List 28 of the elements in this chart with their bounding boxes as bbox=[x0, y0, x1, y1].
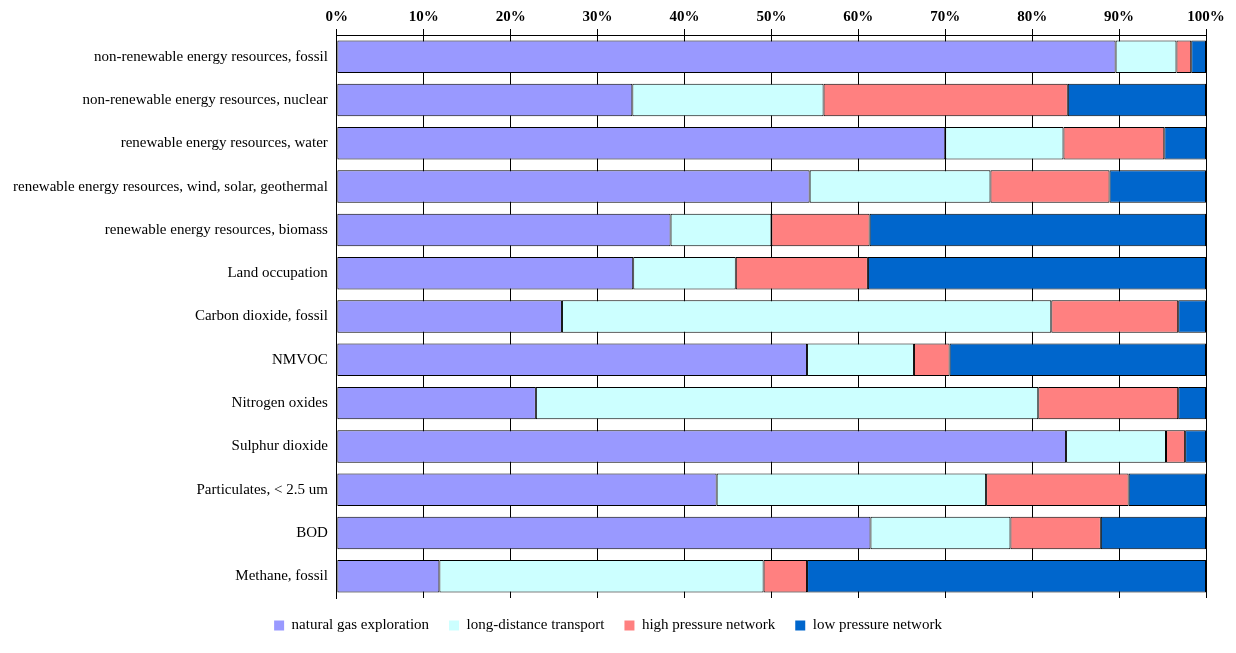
x-tick-label: 70% bbox=[930, 7, 961, 24]
y-tick-label: Particulates, < 2.5 um bbox=[196, 480, 329, 497]
y-tick-label: renewable energy resources, wind, solar, geothermal bbox=[12, 177, 328, 194]
legend-label: high pressure network bbox=[641, 616, 776, 633]
legend-label: low pressure network bbox=[812, 616, 943, 633]
x-tick-label: 40% bbox=[669, 7, 700, 24]
legend-label: long-distance transport bbox=[466, 616, 606, 633]
y-tick-label: renewable energy resources, water bbox=[120, 134, 328, 151]
x-tick-label: 90% bbox=[1104, 7, 1135, 24]
x-tick-label: 30% bbox=[582, 7, 613, 24]
y-tick-label: Nitrogen oxides bbox=[231, 394, 328, 411]
x-tick-label: 60% bbox=[843, 7, 874, 24]
y-tick-label: Land occupation bbox=[227, 264, 329, 281]
y-tick-label: renewable energy resources, biomass bbox=[104, 220, 328, 237]
y-tick-label: Sulphur dioxide bbox=[231, 437, 329, 454]
y-tick-label: non-renewable energy resources, fossil bbox=[94, 47, 328, 64]
y-tick-label: NMVOC bbox=[271, 350, 328, 367]
y-tick-label: Carbon dioxide, fossil bbox=[194, 307, 328, 324]
y-tick-label: non-renewable energy resources, nuclear bbox=[82, 90, 328, 107]
x-tick-label: 50% bbox=[756, 7, 787, 24]
y-tick-label: Methane, fossil bbox=[235, 567, 328, 584]
x-tick-label: 100% bbox=[1187, 7, 1225, 24]
x-tick-label: 80% bbox=[1017, 7, 1048, 24]
x-tick-label: 20% bbox=[495, 7, 526, 24]
legend-label: natural gas exploration bbox=[291, 616, 430, 633]
x-tick-label: 10% bbox=[408, 7, 439, 24]
x-tick-label: 0% bbox=[325, 7, 349, 24]
y-tick-label: BOD bbox=[296, 523, 328, 540]
